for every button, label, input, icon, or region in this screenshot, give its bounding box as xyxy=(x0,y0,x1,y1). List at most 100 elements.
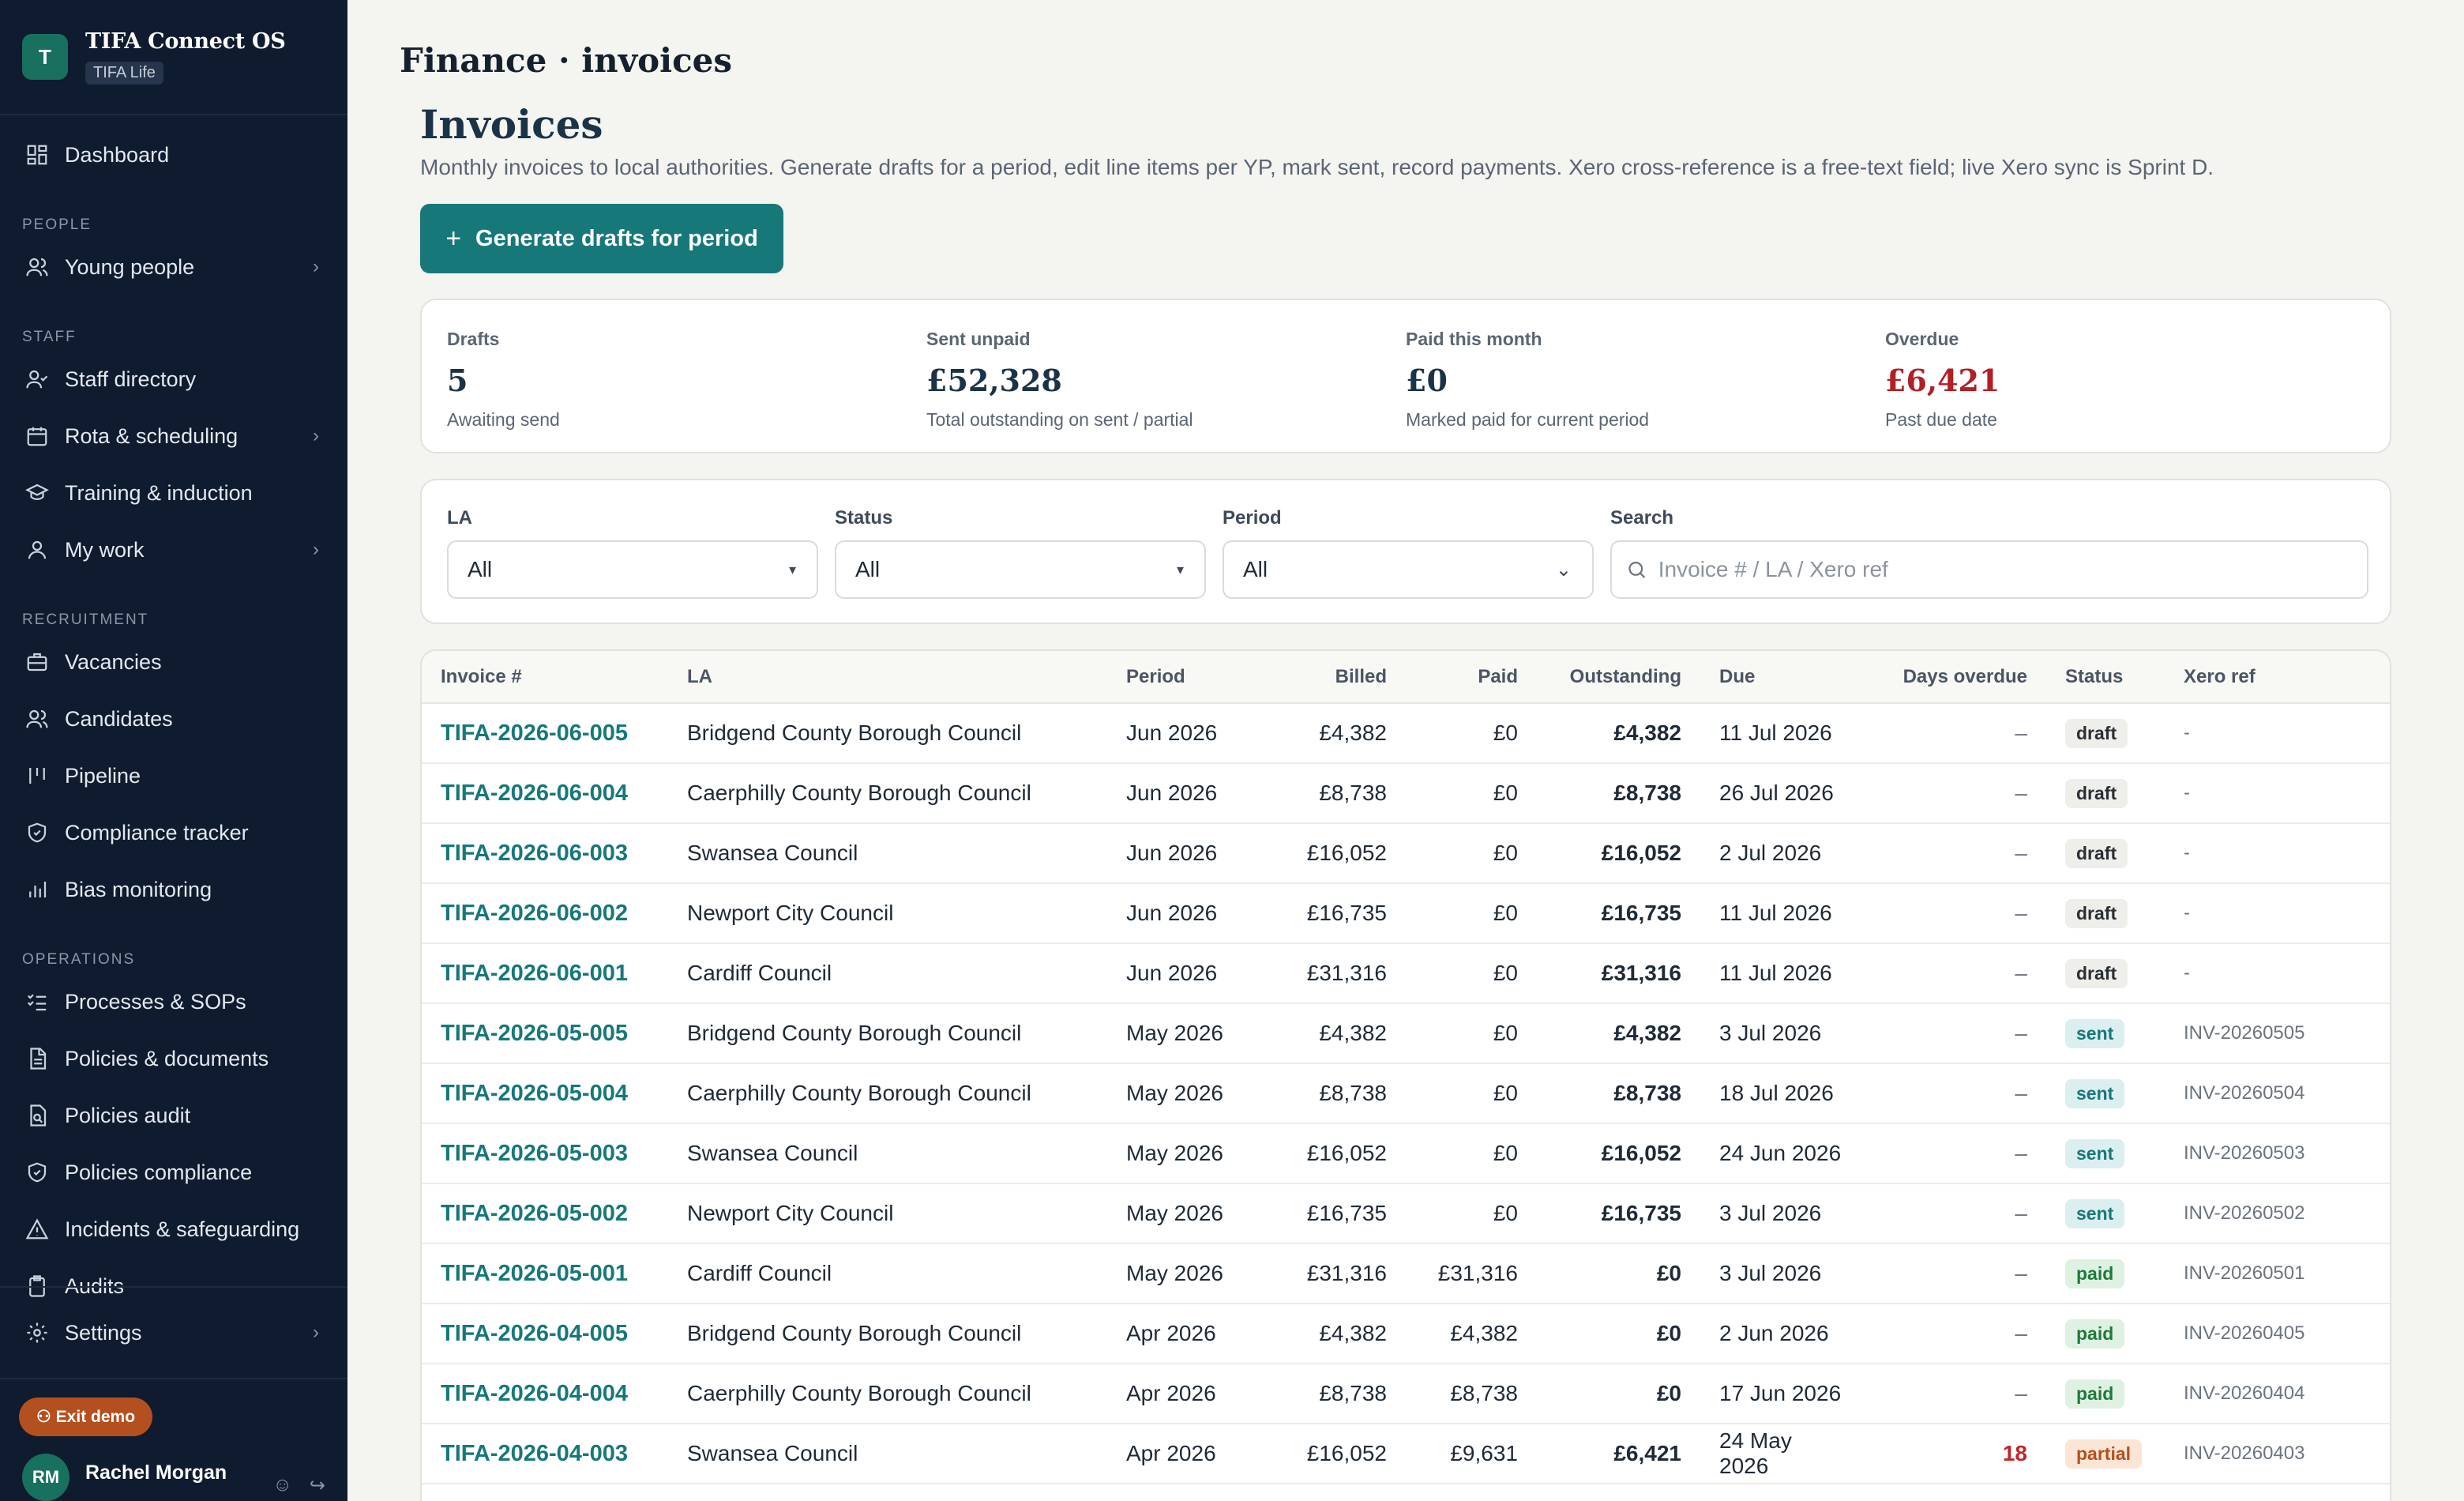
exit-demo-button[interactable]: ⚇ Exit demo xyxy=(19,1397,153,1436)
status-cell: draft xyxy=(2049,823,2180,884)
smile-icon[interactable]: ☺ xyxy=(272,1474,292,1495)
table-row[interactable]: TIFA-2026-05-001 Cardiff Council May 2026 £… xyxy=(422,1243,2390,1304)
table-row[interactable]: TIFA-2026-05-003 Swansea Council May 2026 £… xyxy=(422,1123,2390,1184)
status-badge: draft xyxy=(2065,898,2128,928)
sidebar-item-settings[interactable]: Settings › xyxy=(0,1286,347,1378)
column-header[interactable]: Xero ref xyxy=(2180,651,2390,704)
sidebar-item-rota-scheduling[interactable]: Rota & scheduling › xyxy=(0,408,347,465)
search-filter: Search xyxy=(1610,507,2368,599)
user-icon xyxy=(25,538,49,562)
table-row[interactable]: TIFA-2026-06-004 Caerphilly County Boroug… xyxy=(422,763,2390,824)
sidebar-item-compliance-tracker[interactable]: Compliance tracker xyxy=(0,804,347,861)
due-cell: 17 Jun 2026 xyxy=(1681,1364,1846,1424)
column-header[interactable]: Outstanding xyxy=(1518,651,1681,704)
logout-icon[interactable]: ↪ xyxy=(309,1475,325,1496)
user-profile[interactable]: RM Rachel Morgan ☺ ↪ xyxy=(0,1454,347,1501)
paid-cell: £0 xyxy=(1387,1123,1518,1184)
table-row[interactable]: TIFA-2026-06-001 Cardiff Council Jun 2026 £… xyxy=(422,943,2390,1004)
billed-cell: £4,382 xyxy=(1268,1003,1387,1064)
sidebar-item-my-work[interactable]: My work › xyxy=(0,521,347,578)
stat-label: Paid this month xyxy=(1406,329,1542,349)
invoice-link[interactable]: TIFA-2026-04-005 xyxy=(422,1304,687,1364)
column-header[interactable]: Due xyxy=(1681,651,1846,704)
chevron-right-icon: › xyxy=(313,425,319,446)
billed-cell: £16,735 xyxy=(1268,1183,1387,1244)
sidebar-item-bias-monitoring[interactable]: Bias monitoring xyxy=(0,861,347,918)
invoice-link[interactable]: TIFA-2026-04-004 xyxy=(422,1364,687,1424)
table-row[interactable]: TIFA-2026-04-003 Swansea Council Apr 2026 £… xyxy=(422,1424,2390,1484)
sidebar-item-vacancies[interactable]: Vacancies xyxy=(0,634,347,690)
generate-drafts-button[interactable]: + Generate drafts for period xyxy=(420,204,783,273)
invoice-link[interactable]: TIFA-2026-06-002 xyxy=(422,883,687,944)
outstanding-cell: £16,052 xyxy=(1518,823,1681,884)
invoice-link[interactable]: TIFA-2026-05-004 xyxy=(422,1063,687,1124)
table-row[interactable]: TIFA-2026-06-002 Newport City Council Jun … xyxy=(422,883,2390,944)
sidebar-item-staff-directory[interactable]: Staff directory xyxy=(0,351,347,408)
table-row[interactable]: TIFA-2026-05-004 Caerphilly County Boroug… xyxy=(422,1063,2390,1124)
shield-check-icon xyxy=(25,821,49,845)
invoice-link[interactable]: TIFA-2026-05-005 xyxy=(422,1003,687,1064)
filters-card: LA All ▾ Status All ▾ Period All ⌄ Searc… xyxy=(420,479,2391,624)
chevron-right-icon: › xyxy=(313,1322,319,1343)
sidebar-item-processes-sops[interactable]: Processes & SOPs xyxy=(0,973,347,1030)
billed-cell: £8,738 xyxy=(1268,1364,1387,1424)
plus-icon: + xyxy=(445,223,462,254)
period-cell: Apr 2026 xyxy=(1126,1364,1268,1424)
sidebar-item-policies-compliance[interactable]: Policies compliance xyxy=(0,1144,347,1201)
sidebar-item-policies-documents[interactable]: Policies & documents xyxy=(0,1030,347,1087)
paid-cell: £31,316 xyxy=(1387,1243,1518,1304)
sidebar-item-candidates[interactable]: Candidates xyxy=(0,690,347,747)
sidebar-item-young-people[interactable]: Young people › xyxy=(0,239,347,295)
column-header[interactable]: Invoice # xyxy=(422,651,687,704)
invoice-link[interactable]: TIFA-2026-05-003 xyxy=(422,1123,687,1184)
table-header-row: Invoice # LA Period Billed Paid Outstanding Du… xyxy=(422,651,2390,704)
period-select[interactable]: All ⌄ xyxy=(1223,540,1594,599)
status-badge: draft xyxy=(2065,958,2128,988)
table-row[interactable]: TIFA-2026-06-005 Bridgend County Borough … xyxy=(422,703,2390,764)
status-cell: sent xyxy=(2049,1123,2180,1184)
invoice-link[interactable]: TIFA-2026-05-001 xyxy=(422,1243,687,1304)
table-row[interactable]: TIFA-2026-05-005 Bridgend County Borough … xyxy=(422,1003,2390,1064)
period-cell: May 2026 xyxy=(1126,1123,1268,1184)
sidebar-item-audits[interactable]: Audits xyxy=(0,1258,347,1315)
column-header[interactable]: Billed xyxy=(1268,651,1387,704)
sidebar-item-label: Rota & scheduling xyxy=(65,423,239,448)
briefcase-icon xyxy=(25,650,49,674)
period-cell: May 2026 xyxy=(1126,1003,1268,1064)
main-content: Finance · invoices Invoices Monthly invo… xyxy=(347,0,2464,1501)
days-overdue-cell: – xyxy=(1846,943,2049,1004)
status-cell: paid xyxy=(2049,1304,2180,1364)
status-select[interactable]: All ▾ xyxy=(835,540,1206,599)
sidebar-item-training-induction[interactable]: Training & induction xyxy=(0,465,347,521)
table-row[interactable]: TIFA-2026-04-004 Caerphilly County Boroug… xyxy=(422,1364,2390,1424)
sidebar-item-policies-audit[interactable]: Policies audit xyxy=(0,1087,347,1144)
invoice-link[interactable]: TIFA-2026-04-003 xyxy=(422,1424,687,1484)
status-badge: sent xyxy=(2065,1138,2125,1168)
breadcrumb: Finance · invoices xyxy=(400,41,733,80)
sidebar-item-dashboard[interactable]: Dashboard xyxy=(0,126,347,183)
column-header[interactable]: Period xyxy=(1126,651,1268,704)
invoice-link[interactable]: TIFA-2026-05-002 xyxy=(422,1183,687,1244)
due-cell: 2 Jul 2026 xyxy=(1681,823,1846,884)
days-overdue-cell: – xyxy=(1846,763,2049,824)
invoice-link[interactable]: TIFA-2026-06-001 xyxy=(422,943,687,1004)
sidebar-item-incidents-safeguarding[interactable]: Incidents & safeguarding xyxy=(0,1201,347,1258)
table-row[interactable]: TIFA-2026-04-005 Bridgend County Borough … xyxy=(422,1304,2390,1364)
days-overdue-cell: – xyxy=(1846,1003,2049,1064)
table-row[interactable]: TIFA-2026-05-002 Newport City Council May … xyxy=(422,1183,2390,1244)
column-header[interactable]: Days overdue xyxy=(1846,651,2049,704)
la-select[interactable]: All ▾ xyxy=(447,540,818,599)
column-header[interactable]: LA xyxy=(687,651,1126,704)
period-cell: Jun 2026 xyxy=(1126,763,1268,824)
table-row[interactable]: TIFA-2026-06-003 Swansea Council Jun 2026 £… xyxy=(422,823,2390,884)
invoice-link[interactable]: TIFA-2026-06-004 xyxy=(422,763,687,824)
column-header[interactable]: Status xyxy=(2049,651,2180,704)
search-input[interactable] xyxy=(1658,557,2353,582)
invoice-link[interactable]: TIFA-2026-06-005 xyxy=(422,703,687,764)
sidebar-item-pipeline[interactable]: Pipeline xyxy=(0,747,347,804)
brand[interactable]: T TIFA Connect OS TIFA Life xyxy=(0,0,347,115)
billed-cell: £8,738 xyxy=(1268,1063,1387,1124)
days-overdue-cell: – xyxy=(1846,703,2049,764)
column-header[interactable]: Paid xyxy=(1387,651,1518,704)
invoice-link[interactable]: TIFA-2026-06-003 xyxy=(422,823,687,884)
